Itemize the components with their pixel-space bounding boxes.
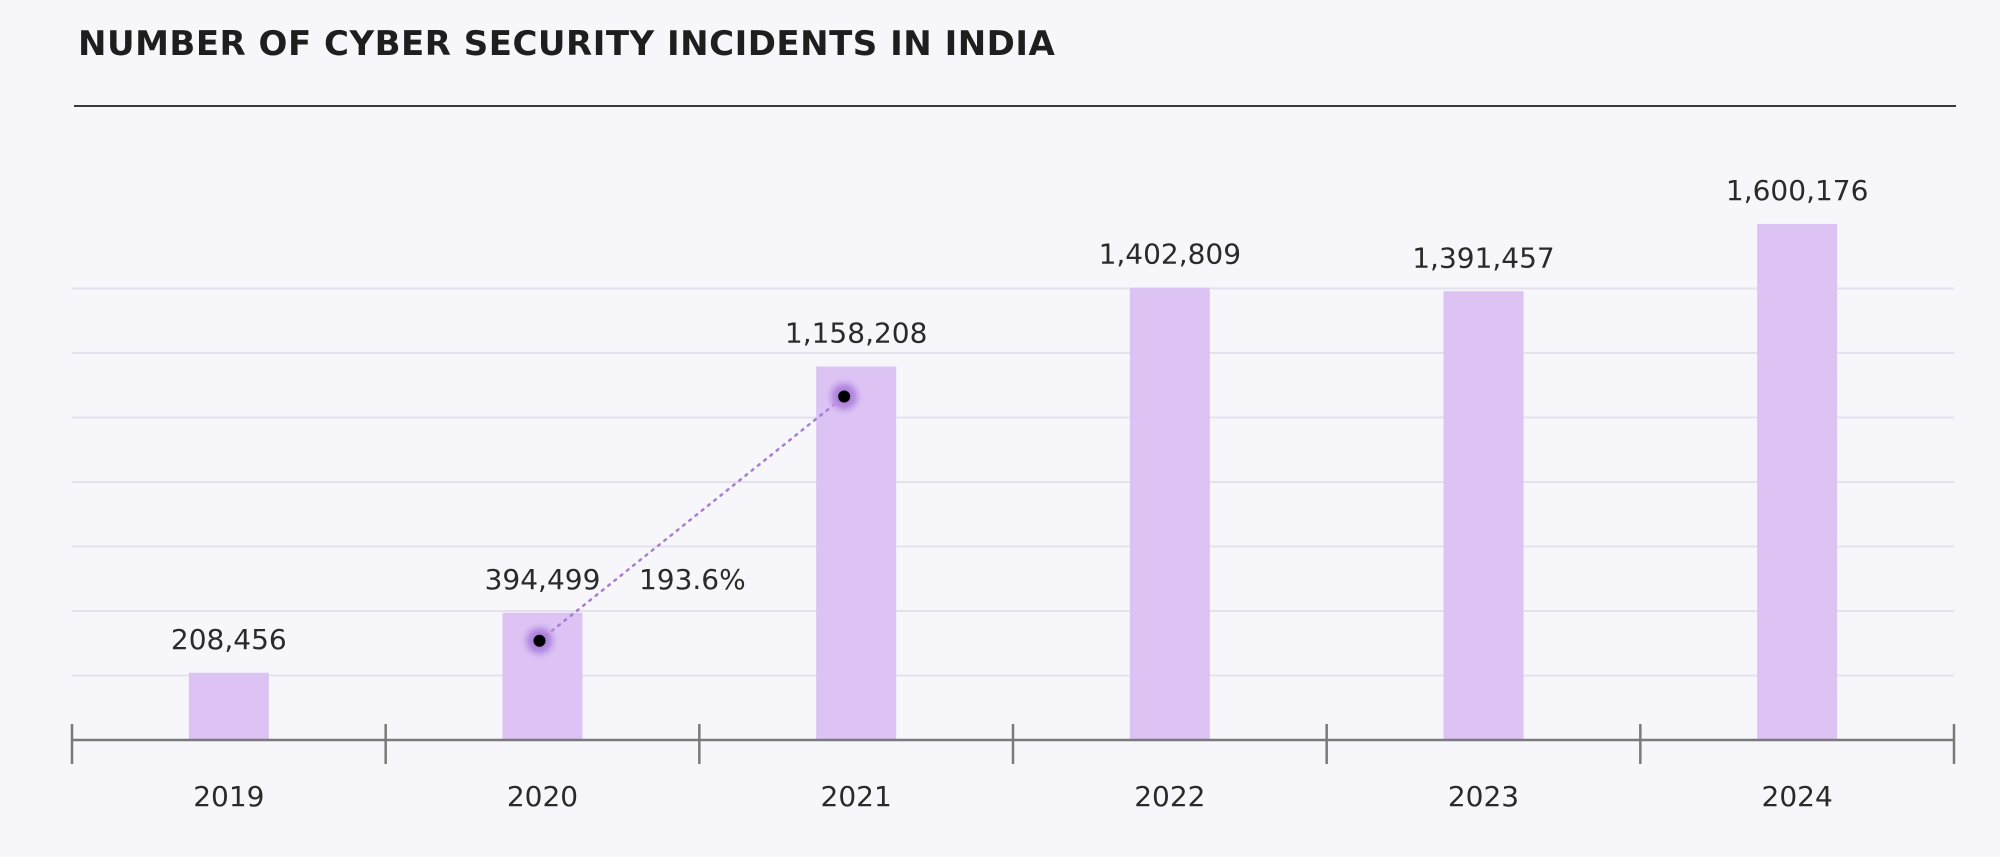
title-divider (74, 105, 1956, 107)
growth-marker-dot-end (838, 390, 851, 403)
bar-2019 (188, 672, 269, 740)
data-labels: 208,456 394,499 1,158,208 1,402,809 1,391,45… (171, 174, 1868, 656)
data-label-2021: 1,158,208 (785, 316, 928, 349)
growth-percentage-label: 193.6% (639, 563, 746, 596)
x-tick-label-2021: 2021 (821, 780, 892, 813)
x-tick-label-2024: 2024 (1762, 780, 1833, 813)
x-tick-labels: 2019 2020 2021 2022 2023 2024 (193, 780, 1833, 813)
data-label-2020: 394,499 (485, 563, 601, 596)
chart-title: NUMBER OF CYBER SECURITY INCIDENTS IN IN… (78, 24, 1056, 64)
data-label-2023: 1,391,457 (1412, 241, 1555, 274)
data-label-2019: 208,456 (171, 623, 287, 656)
x-tick-label-2022: 2022 (1134, 780, 1205, 813)
growth-connector-line (538, 395, 846, 643)
x-tick-label-2023: 2023 (1448, 780, 1519, 813)
growth-annotation: 193.6% (519, 376, 865, 661)
bar-2022 (1129, 287, 1210, 740)
data-label-2022: 1,402,809 (1099, 238, 1242, 271)
data-label-2024: 1,600,176 (1726, 174, 1869, 207)
growth-marker-dot-start (533, 634, 546, 647)
bars (188, 223, 1838, 740)
x-tick-label-2020: 2020 (507, 780, 578, 813)
bar-2023 (1443, 291, 1524, 740)
gridlines (72, 287, 1954, 677)
x-tick-label-2019: 2019 (193, 780, 264, 813)
bar-2021 (816, 366, 897, 740)
bar-2024 (1757, 223, 1838, 740)
x-axis (70, 724, 1956, 764)
